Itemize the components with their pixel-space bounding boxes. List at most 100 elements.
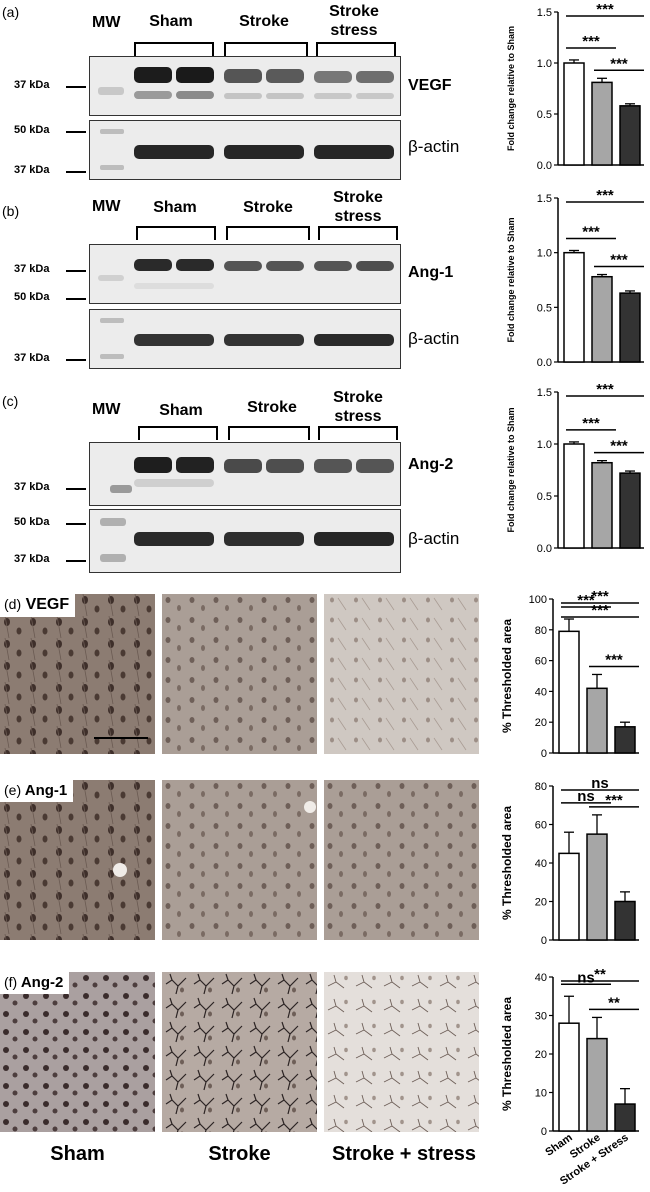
y-tick-label: 20 [535, 717, 547, 729]
micrograph-tag: (e) Ang-1 [0, 780, 74, 802]
kda-tick [66, 560, 86, 562]
micrograph-vegf-stroke [162, 594, 317, 754]
bar [614, 726, 636, 754]
mw-label: MW [92, 198, 121, 215]
kda-label-37: 37 kDa [14, 263, 50, 275]
panel-letter-b: (b) [2, 203, 20, 219]
y-tick-label: 80 [535, 625, 547, 637]
kda-label-50: 50 kDa [14, 516, 50, 528]
group-label-sham: Sham [153, 199, 197, 216]
micrograph-ang1-stroke-stress [324, 780, 479, 940]
bar [558, 852, 580, 941]
kda-tick [66, 298, 86, 300]
bracket-stroke-stress [318, 226, 398, 240]
micrograph-vegf-sham: (d) VEGF [0, 594, 155, 754]
actin-blot-bands [100, 129, 394, 170]
significance-label: *** [582, 415, 600, 432]
y-axis-label: Fold change relative to Sham [506, 407, 516, 532]
bar [558, 1022, 580, 1132]
y-tick-label: 0 [541, 748, 547, 760]
significance-label: ** [608, 994, 620, 1011]
group-label-sham: Sham [149, 13, 193, 30]
ang2-blot-strip [89, 442, 401, 506]
bracket-sham [138, 426, 218, 440]
y-tick-label: 1.5 [537, 193, 552, 205]
panel-letter-a: (a) [2, 4, 20, 20]
micrograph-vegf-stroke-stress [324, 594, 479, 754]
y-tick-label: 1.5 [537, 387, 552, 399]
y-axis-label: % Thresholded area [500, 619, 514, 733]
y-tick-label: 0.0 [537, 357, 552, 369]
bar [563, 251, 585, 363]
protein-label-ang1: Ang-1 [408, 264, 454, 281]
bar [586, 687, 608, 754]
bar [619, 472, 641, 549]
y-tick-label: 0 [541, 1126, 547, 1138]
bar [563, 443, 585, 549]
kda-tick [66, 359, 86, 361]
group-label-stroke-stress: Stroke stress [333, 389, 383, 425]
mw-label: MW [92, 14, 121, 31]
y-tick-label: 0 [541, 935, 547, 947]
actin-blot-bands [100, 518, 394, 562]
bar [614, 1103, 636, 1132]
kda-label-37: 37 kDa [14, 352, 50, 364]
significance-label: *** [596, 381, 614, 398]
significance-label: *** [596, 1, 614, 18]
y-tick-label: 40 [535, 686, 547, 698]
loading-control-label: β-actin [408, 137, 460, 156]
significance-label: *** [605, 792, 623, 809]
group-label-stroke: Stroke [247, 399, 297, 416]
y-tick-label: 60 [535, 820, 547, 832]
micrograph-ang1-sham: (e) Ang-1 [0, 780, 155, 940]
kda-tick [66, 270, 86, 272]
y-tick-label: 60 [535, 656, 547, 668]
significance-label: *** [610, 252, 628, 269]
bar-chart-ang2-blot: Fold change relative to Sham 0.0 0.5 1.0 1.5… [506, 381, 644, 555]
y-tick-label: 40 [535, 972, 547, 984]
kda-label-37: 37 kDa [14, 164, 50, 176]
bar [591, 461, 613, 549]
significance-label: *** [591, 588, 609, 605]
protein-label-vegf: VEGF [408, 77, 452, 94]
bar [619, 105, 641, 166]
y-axis-label: % Thresholded area [500, 806, 514, 920]
bracket-stroke [228, 426, 310, 440]
significance-label: *** [577, 592, 595, 609]
group-label-stroke: Stroke [243, 199, 293, 216]
panel-letter-c: (c) [2, 393, 19, 409]
micrograph-ang2-stroke [162, 972, 317, 1132]
micrograph-tag: (f) Ang-2 [0, 972, 70, 994]
significance-label: *** [610, 55, 628, 72]
significance-label: *** [591, 602, 609, 619]
kda-tick [66, 131, 86, 133]
kda-tick [66, 523, 86, 525]
ang1-blot-strip [89, 244, 401, 304]
y-axis-label: Fold change relative to Sham [506, 26, 516, 151]
bar [614, 900, 636, 941]
kda-label-50: 50 kDa [14, 124, 50, 136]
micrograph-ang2-sham: (f) Ang-2 [0, 972, 155, 1132]
y-tick-label: 1.5 [537, 7, 552, 19]
y-axis-label: Fold change relative to Sham [506, 217, 516, 342]
kda-label-37: 37 kDa [14, 79, 50, 91]
bar [558, 630, 580, 754]
column-label-stroke: Stroke [208, 1143, 271, 1165]
kda-tick [66, 488, 86, 490]
kda-label-50: 50 kDa [14, 291, 50, 303]
y-tick-label: 20 [535, 1049, 547, 1061]
micrograph-tag: (d) VEGF [0, 594, 76, 617]
kda-tick [66, 86, 86, 88]
micrograph-ang1-stroke [162, 780, 317, 940]
kda-tick [66, 171, 86, 173]
loading-control-label: β-actin [408, 329, 460, 348]
y-tick-label: 10 [535, 1088, 547, 1100]
actin-blot-strip-a [89, 120, 401, 180]
actin-blot-strip-c [89, 509, 401, 573]
y-tick-label: 100 [529, 594, 547, 606]
y-tick-label: 40 [535, 858, 547, 870]
bracket-stroke [224, 42, 308, 56]
bar [591, 81, 613, 166]
